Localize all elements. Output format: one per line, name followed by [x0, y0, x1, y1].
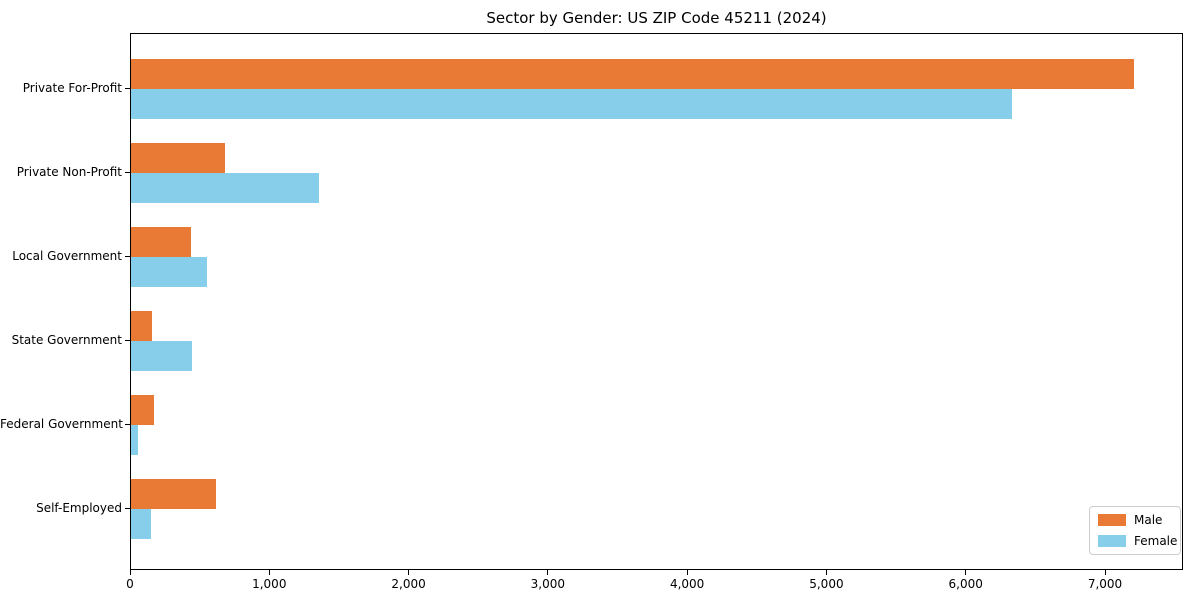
legend-label-female: Female: [1134, 534, 1178, 548]
x-tick-mark: [825, 570, 827, 575]
x-tick-label-7-000: 7,000: [1087, 577, 1123, 591]
x-tick-mark: [129, 570, 131, 575]
legend-swatch-female: [1098, 535, 1126, 547]
x-tick-mark: [686, 570, 688, 575]
y-tick-mark: [125, 508, 130, 509]
bar-male-local-government: [131, 227, 192, 257]
y-tick-label-private-non-profit: Private Non-Profit: [16, 165, 122, 179]
bar-female-private-for-profit: [131, 89, 1013, 119]
bar-male-federal-government: [131, 395, 154, 425]
legend-label-male: Male: [1134, 513, 1163, 527]
x-tick-mark: [268, 570, 270, 575]
y-tick-label-self-employed: Self-Employed: [36, 501, 122, 515]
bar-male-self-employed: [131, 479, 217, 509]
x-tick-label-4-000: 4,000: [669, 577, 705, 591]
x-tick-mark: [1104, 570, 1106, 575]
x-tick-mark: [408, 570, 410, 575]
plot-area: [130, 33, 1183, 570]
chart-title: Sector by Gender: US ZIP Code 45211 (202…: [486, 9, 827, 27]
y-tick-label-state-government: State Government: [11, 333, 122, 347]
x-tick-label-0: 0: [126, 577, 134, 591]
x-tick-label-6-000: 6,000: [948, 577, 983, 591]
y-tick-label-private-for-profit: Private For-Profit: [22, 81, 122, 95]
x-tick-label-3-000: 3,000: [530, 577, 566, 591]
y-tick-mark: [125, 256, 130, 257]
bar-male-state-government: [131, 311, 152, 341]
y-tick-label-local-government: Local Government: [12, 249, 122, 263]
legend-swatch-male: [1098, 514, 1126, 526]
legend: Male Female: [1089, 506, 1181, 555]
legend-entry-male: Male: [1098, 513, 1172, 527]
bar-male-private-for-profit: [131, 59, 1135, 89]
bar-female-state-government: [131, 341, 193, 371]
x-tick-label-1-000: 1,000: [252, 577, 287, 591]
bar-male-private-non-profit: [131, 143, 225, 173]
bar-female-private-non-profit: [131, 173, 319, 203]
y-tick-mark: [125, 340, 130, 341]
y-tick-mark: [125, 424, 130, 425]
x-tick-label-2-000: 2,000: [391, 577, 426, 591]
y-tick-mark: [125, 88, 130, 89]
x-tick-mark: [547, 570, 549, 575]
x-tick-label-5-000: 5,000: [809, 577, 844, 591]
legend-entry-female: Female: [1098, 534, 1177, 548]
y-tick-label-federal-government: Federal Government: [0, 417, 123, 431]
bar-female-self-employed: [131, 509, 152, 539]
x-tick-mark: [965, 570, 967, 575]
bar-female-federal-government: [131, 425, 138, 455]
y-tick-mark: [125, 172, 130, 173]
bar-female-local-government: [131, 257, 208, 287]
